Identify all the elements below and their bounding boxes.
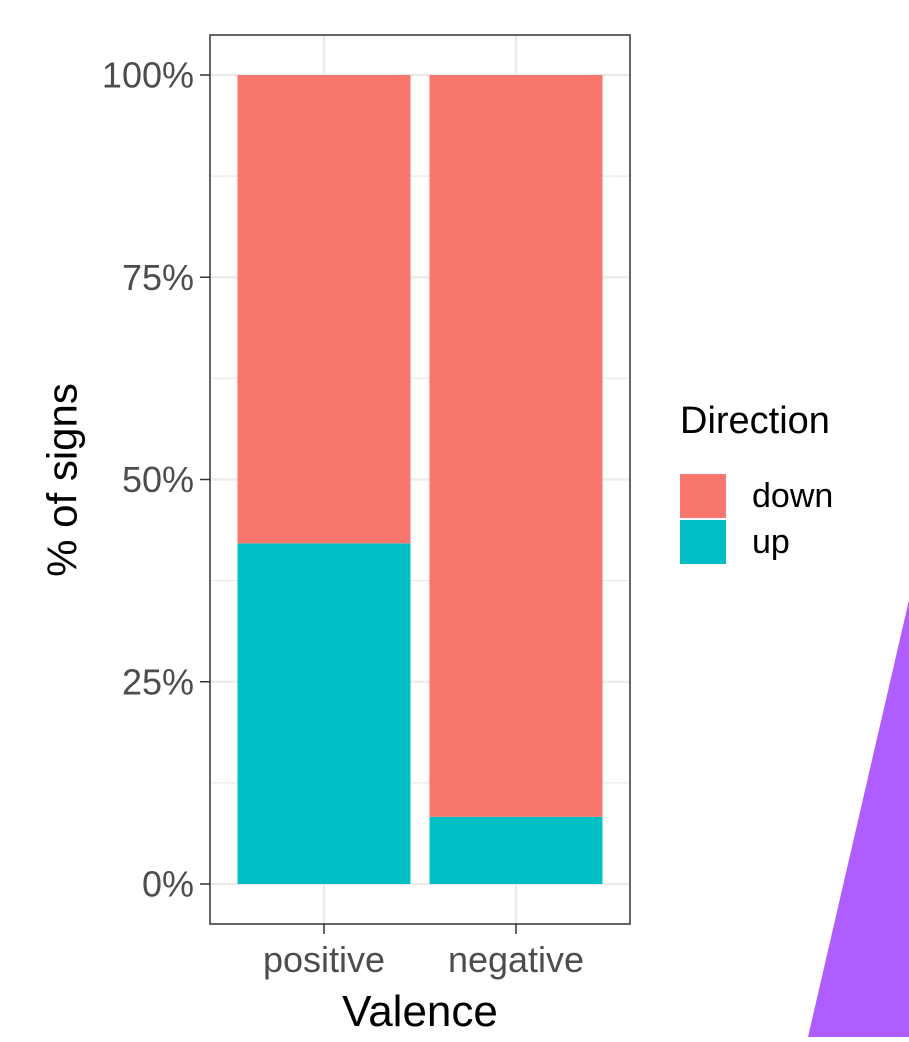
y-tick-label: 50% [122, 459, 194, 500]
legend-entries: down up [680, 474, 833, 564]
bar-positive-up [237, 543, 411, 884]
y-tick-label: 75% [122, 257, 194, 298]
axes: 0% 25% 50% 75% 100% positive negative [102, 55, 584, 981]
bar-positive-down [237, 75, 411, 544]
legend: Direction down up [680, 400, 833, 564]
bar-negative-up [429, 816, 603, 884]
x-axis-title: Valence [342, 987, 498, 1036]
y-tick-label: 0% [142, 864, 194, 905]
x-tick-label: positive [263, 939, 385, 980]
legend-label-down: down [752, 477, 833, 515]
bar-negative-down [429, 75, 603, 817]
y-tick-label: 100% [102, 55, 194, 96]
bars [237, 75, 603, 884]
legend-title: Direction [680, 400, 830, 442]
legend-label-up: up [752, 523, 790, 561]
x-tick-label: negative [448, 939, 584, 980]
y-tick-label: 25% [122, 661, 194, 702]
legend-key-up [680, 520, 726, 564]
legend-key-down [680, 474, 726, 518]
y-axis-title: % of signs [39, 383, 86, 577]
decorative-purple-shape [808, 600, 909, 1037]
